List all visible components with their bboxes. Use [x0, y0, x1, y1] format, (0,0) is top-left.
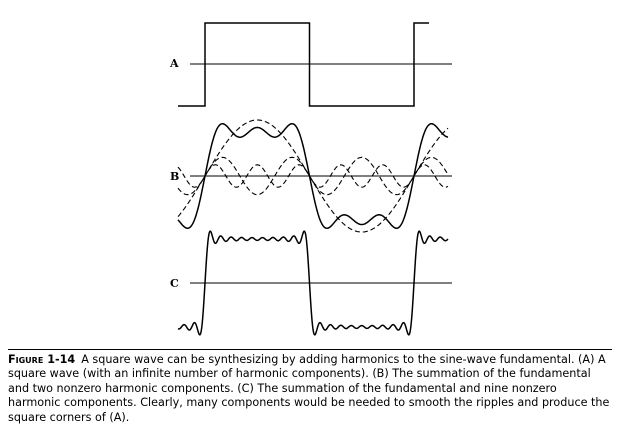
figure-caption-text: A square wave can be synthesizing by add… — [8, 353, 610, 424]
panel-b-third-harmonic-wave — [177, 156, 449, 196]
caption-divider — [8, 349, 612, 350]
figure-caption-label: Figure 1-14 — [8, 353, 76, 366]
panel-c: C — [170, 230, 452, 336]
panel-a-label: A — [169, 57, 179, 70]
panel-b-label: B — [170, 170, 179, 183]
panel-b-sum-wave — [177, 122, 449, 230]
panel-c-label: C — [170, 277, 179, 290]
panel-c-sum-wave — [177, 230, 449, 336]
figure-caption: Figure 1-14 A square wave can be synthesi… — [8, 353, 612, 425]
panel-a-square-wave — [178, 22, 429, 107]
panel-b-fifth-harmonic-wave — [177, 164, 449, 188]
panel-a: A — [169, 22, 452, 107]
square-wave-figure: A B C — [169, 22, 452, 336]
panel-b-fundamental-wave — [177, 119, 449, 233]
panel-b: B — [170, 119, 452, 233]
